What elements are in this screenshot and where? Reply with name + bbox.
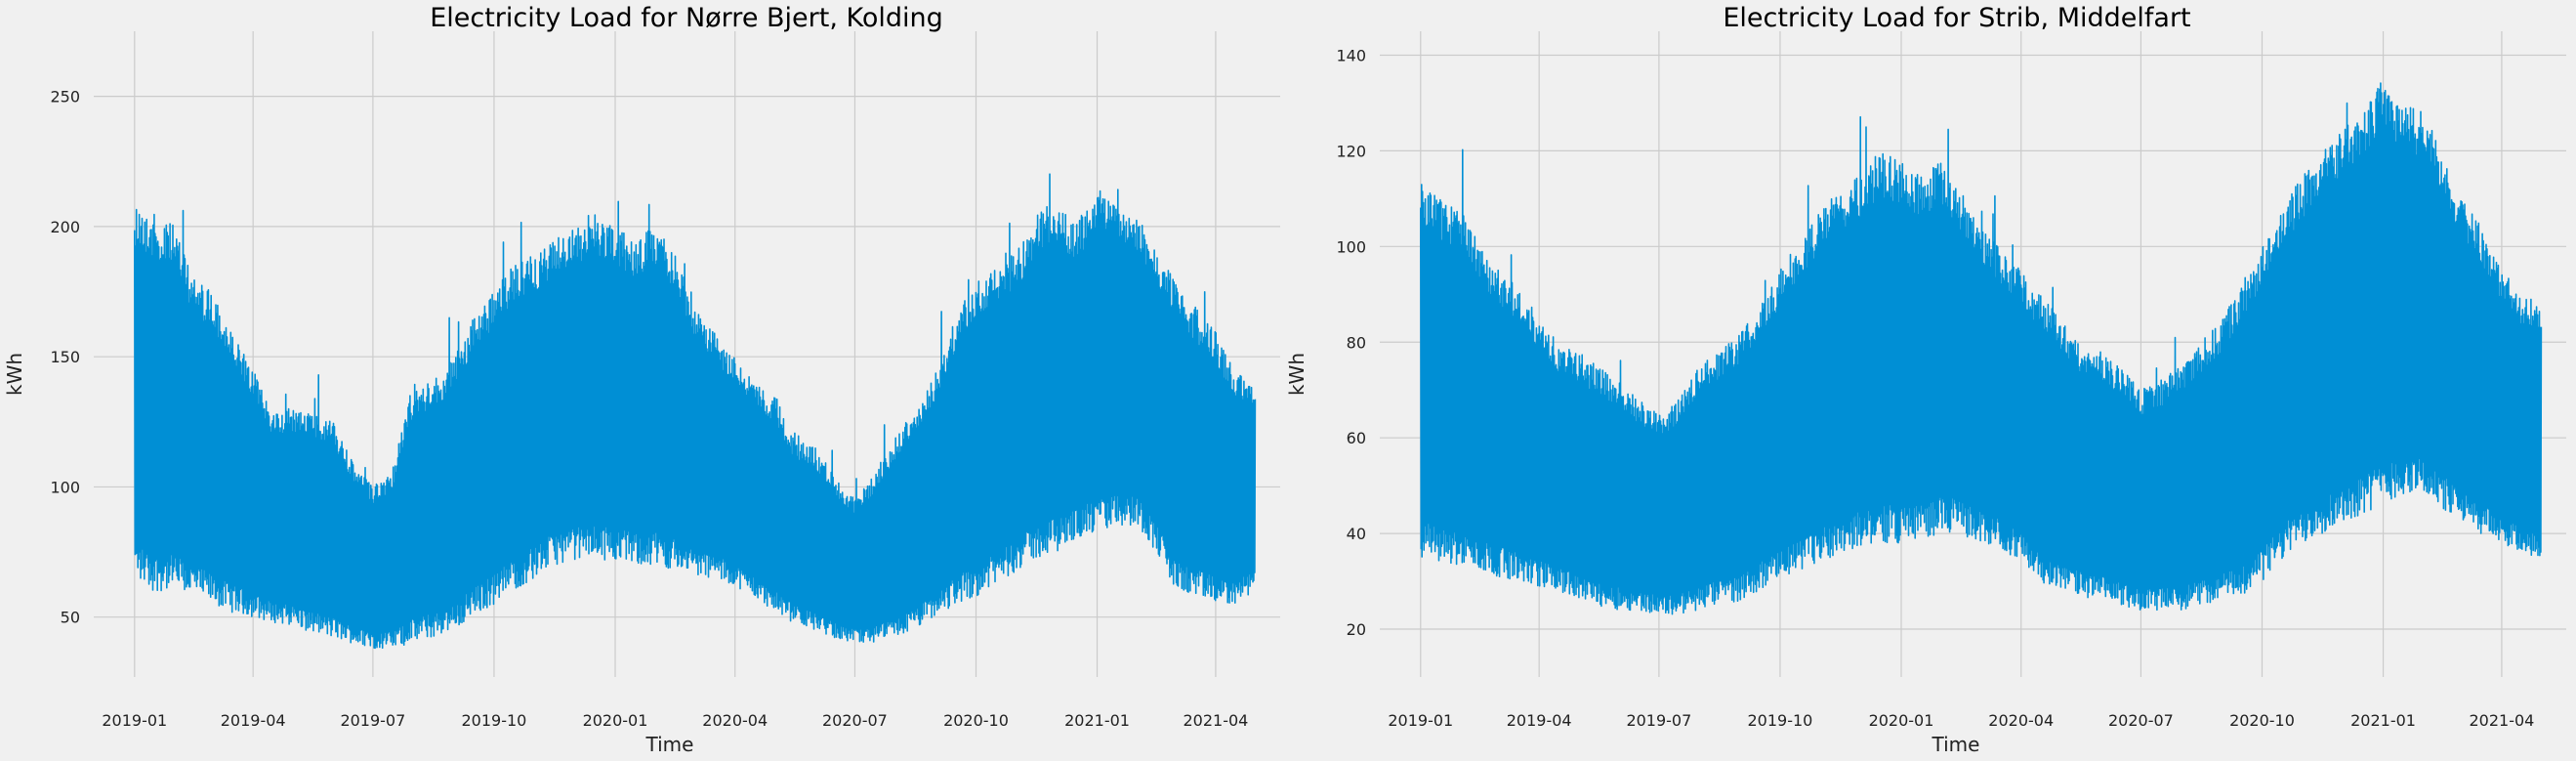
- y-tick-label: 200: [50, 218, 80, 236]
- x-tick-label: 2020-04: [1988, 711, 2054, 730]
- x-tick-label: 2019-04: [1507, 711, 1572, 730]
- x-ticks-right: 2019-01 2019-04 2019-07 2019-10 2020-01 2020-…: [1388, 711, 2534, 730]
- x-tick-label: 2019-04: [221, 711, 286, 730]
- y-tick-label: 100: [1336, 237, 1366, 256]
- x-tick-label: 2020-10: [943, 711, 1009, 730]
- y-tick-label: 60: [1347, 429, 1366, 447]
- x-axis-label-right: Time: [1932, 733, 1980, 756]
- y-ticks-left: 50 100 150 200 250: [50, 88, 80, 627]
- x-tick-label: 2020-01: [583, 711, 648, 730]
- x-tick-label: 2020-07: [2108, 711, 2174, 730]
- y-tick-label: 150: [50, 348, 80, 366]
- y-tick-label: 20: [1347, 620, 1366, 639]
- x-tick-label: 2019-07: [1626, 711, 1691, 730]
- x-axis-label-left: Time: [645, 733, 694, 756]
- x-ticks-left: 2019-01 2019-04 2019-07 2019-10 2020-01 2020-…: [102, 711, 1248, 730]
- y-tick-label: 50: [61, 609, 80, 627]
- x-tick-label: 2020-07: [822, 711, 888, 730]
- x-tick-label: 2019-07: [340, 711, 405, 730]
- x-tick-label: 2021-01: [2350, 711, 2416, 730]
- x-tick-label: 2019-10: [462, 711, 527, 730]
- y-tick-label: 120: [1336, 142, 1366, 160]
- y-axis-label-right: kWh: [1285, 353, 1309, 396]
- y-tick-label: 80: [1347, 333, 1366, 352]
- chart-title-left: Electricity Load for Nørre Bjert, Koldin…: [430, 3, 943, 33]
- x-tick-label: 2019-01: [102, 711, 167, 730]
- y-tick-label: 40: [1347, 525, 1366, 543]
- x-tick-label: 2019-01: [1388, 711, 1453, 730]
- chart-title-right: Electricity Load for Strib, Middelfart: [1723, 3, 2190, 33]
- x-tick-label: 2019-10: [1748, 711, 1813, 730]
- y-tick-label: 100: [50, 478, 80, 496]
- y-ticks-right: 20 40 60 80 100 120 140: [1336, 46, 1366, 639]
- x-tick-label: 2020-04: [702, 711, 768, 730]
- y-tick-label: 250: [50, 88, 80, 106]
- y-axis-label-left: kWh: [3, 353, 26, 396]
- x-tick-label: 2021-04: [1183, 711, 1248, 730]
- x-tick-label: 2021-01: [1064, 711, 1130, 730]
- x-tick-label: 2020-10: [2229, 711, 2295, 730]
- series-load-right: [1420, 82, 2543, 615]
- x-tick-label: 2021-04: [2469, 711, 2534, 730]
- x-tick-label: 2020-01: [1869, 711, 1934, 730]
- y-tick-label: 140: [1336, 46, 1366, 64]
- series-load-left: [134, 173, 1257, 650]
